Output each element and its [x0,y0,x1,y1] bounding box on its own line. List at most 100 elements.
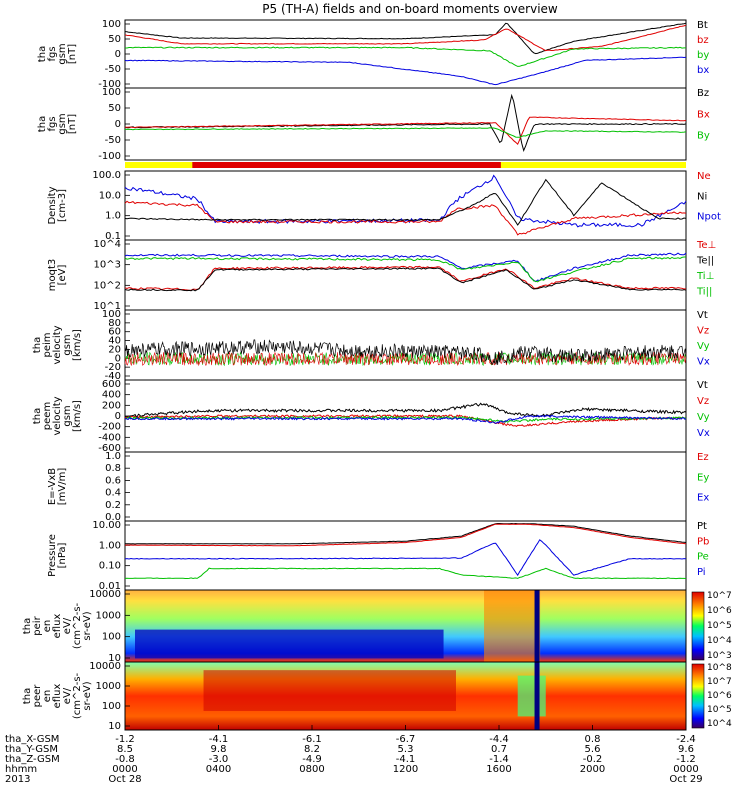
x-row-label: hhmm [5,764,37,775]
legend-entry: Pb [697,536,709,547]
y-tick-label: 600 [102,379,121,390]
legend-entry: Vy [697,412,710,423]
y-tick-label: 100.0 [92,170,121,181]
y-axis-label: thapeimvelocitygsm[km/s] [32,325,83,364]
x-row-value: 0000 [112,764,137,775]
y-tick-label: 0.4 [105,488,121,499]
colorbar-tick-label: 10^3 [707,651,732,661]
legend-entry: Bx [697,109,710,120]
y-tick-label: 10^4 [94,239,121,250]
panel-frame [124,170,687,241]
legend-entry: Ni [697,191,707,202]
legend-entry: Ti⊥ [696,271,714,282]
legend-entry: Vx [697,428,710,439]
colorbar [691,663,705,729]
y-tick-label: -40 [105,371,121,382]
y-axis-label: thapeirenefluxeV/(cm^2-s-sr-eV) [22,602,93,649]
series-Vz [124,414,687,428]
y-tick-label: 100 [102,19,121,30]
x-row-label: 2013 [5,774,30,785]
x-axis-labels: tha_X-GSM -1.2 -4.1 -6.1 -6.7 -4.4 0.8 -2.4 tha_… [5,725,703,785]
x-row-value: 9.8 [211,744,227,755]
series-bz [124,24,687,52]
colorbar-tick-label: 10^4 [707,719,732,729]
series-Vt [124,339,687,365]
y-tick-label: 10000 [89,661,121,672]
y-tick-label: 100 [102,309,121,320]
legend-entry: bz [697,35,709,46]
panel-frame [124,451,687,522]
panels-group: 100500-50-100thafgsgsm[nT]Btbzbybx100500… [22,19,732,732]
y-tick-label: 10000 [89,589,121,600]
legend-entry: Te⊥ [696,240,716,251]
series-Pb [124,523,687,547]
mode-bar-fast [192,162,501,168]
y-tick-label: -400 [98,432,121,443]
x-row-value: -0.2 [583,754,603,765]
series-Ti-par [124,252,687,283]
legend-entry: by [697,50,709,61]
y-axis-label: Density[cm-3] [47,186,68,224]
x-row-value: Oct 28 [108,774,141,785]
y-tick-label: -50 [105,135,121,146]
legend-entry: Ti|| [696,287,712,298]
legend-entry: Ex [697,493,709,504]
series-Bx [125,116,687,146]
panel-efield: 1.00.80.6 0.40.20.0 E=-VxB[mV/m] Ez Ey Ex [47,451,709,523]
y-tick-label: -200 [98,422,121,433]
y-tick-label: 0 [115,49,121,60]
y-tick-label: 0.1 [105,231,121,242]
y-tick-label: 80 [108,318,121,329]
legend-entry: Vt [697,310,708,321]
y-tick-label: 60 [108,327,121,338]
y-axis-label: thafgsgsm[nT] [37,113,78,134]
x-row-value: 8.5 [117,744,133,755]
y-axis-label: thapeerenefluxeV/(cm^2-s-sr-eV) [22,672,93,719]
x-row-value: 5.6 [585,744,601,755]
y-axis-label: E=-VxB[mV/m] [47,468,68,506]
legend-entry: Bt [697,20,708,31]
legend-entry: Vt [697,380,708,391]
x-row-label: tha_X-GSM [5,734,59,745]
y-tick-label: 10.0 [99,190,121,201]
colorbar-tick-label: 10^8 [707,663,732,673]
legend-entry: Vx [697,357,710,368]
x-row-value: -1.4 [489,754,509,765]
legend-entry: Pt [697,521,707,532]
colorbar-tick-label: 10^7 [707,591,732,601]
x-row-value: 0.8 [585,734,601,745]
gap-stripe [534,662,540,730]
y-tick-label: 0 [115,119,121,130]
colorbar [691,591,705,661]
legend-entry: Npot [697,212,721,223]
series-Bt [124,22,687,55]
colorbar-tick-label: 10^7 [707,677,732,687]
y-tick-label: 200 [102,400,121,411]
y-tick-label: 1.0 [105,211,121,222]
series-Vz [124,351,687,367]
legend-entry: Pi [697,567,706,578]
plasma-sheet-band [203,670,456,711]
x-row-value: -4.1 [209,734,229,745]
gap-stripe [534,590,540,662]
panel-peer-spec: 10^8 10^7 10^6 10^5 10^4 10000 1000 100 10 thapee… [22,661,732,732]
panel-fgs-dsl: 100 50 0 -50 -100 thafgsgsm[nT] Bz Bx By [37,87,710,168]
y-axis-label: thafgsgsm[nT] [37,43,78,64]
y-tick-label: 0 [115,411,121,422]
series-Pi [124,539,687,577]
y-tick-label: 1000 [96,610,121,621]
x-row-value: 1200 [393,764,418,775]
panel-temp: 10^4 10^3 10^2 10^1 moqt3[eV] Te⊥ Te|| Ti⊥ Ti|| [47,239,716,312]
x-row-label: tha_Z-GSM [5,754,60,765]
y-tick-label: -100 [98,79,121,90]
x-row-value: -1.2 [115,734,135,745]
series-Te-par [124,267,687,292]
y-tick-label: 50 [108,34,121,45]
y-tick-label: 100 [102,632,121,643]
series-Ne [124,200,687,236]
y-tick-label: 0.10 [99,561,121,572]
legend-entry: Pe [697,552,709,563]
